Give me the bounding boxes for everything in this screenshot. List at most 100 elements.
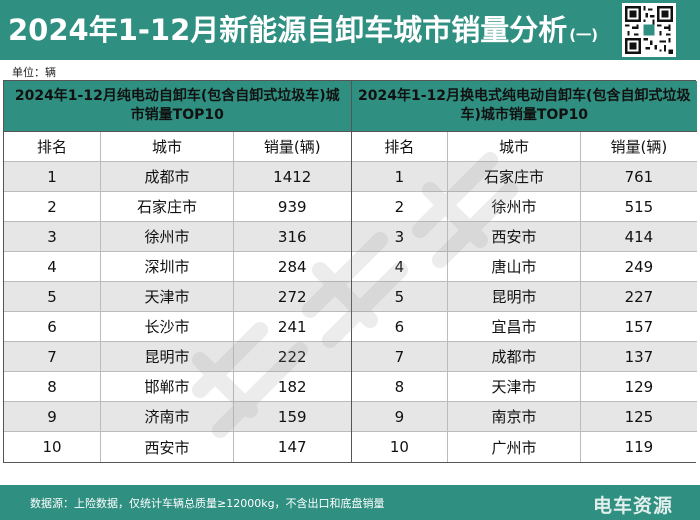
sales-cell: 129: [624, 377, 654, 396]
city-cell: 昆明市: [101, 342, 234, 371]
table-row: 10 广州市 119: [351, 432, 697, 462]
table-row: 6 长沙市 241: [4, 312, 351, 342]
city-cell: 广州市: [448, 432, 581, 462]
rank-cell: 9: [352, 402, 449, 431]
city-cell: 成都市: [101, 162, 234, 191]
city-cell: 天津市: [101, 282, 234, 311]
sales-cell: 241: [277, 317, 307, 336]
table-row: 2 徐州市 515: [351, 192, 697, 222]
sales-cell: 182: [277, 377, 307, 396]
city-cell: 深圳市: [101, 252, 234, 281]
sales-cell: 137: [624, 347, 654, 366]
header-banner: 2024年1-12月新能源自卸车城市销量分析 (一): [0, 0, 700, 60]
table-row: 1 成都市 1412: [4, 162, 351, 192]
sales-cell: 316: [277, 227, 307, 246]
table-row: 8 天津市 129: [351, 372, 697, 402]
rank-cell: 4: [352, 252, 449, 281]
rank-cell: 10: [4, 432, 101, 462]
rank-cell: 7: [4, 342, 101, 371]
table-row: 10 西安市 147: [4, 432, 351, 462]
column-header-rank: 排名: [352, 132, 449, 161]
rank-cell: 9: [4, 402, 101, 431]
table-header-row: 排名 城市 销量(辆): [351, 132, 697, 162]
table-row: 9 南京市 125: [351, 402, 697, 432]
rank-cell: 1: [4, 162, 101, 191]
table-title: 2024年1-12月纯电动自卸车(包含自卸式垃圾车)城市销量TOP10: [4, 81, 351, 132]
sales-cell: 119: [624, 438, 654, 456]
sales-cell: 159: [277, 407, 307, 426]
table-row: 3 西安市 414: [351, 222, 697, 252]
column-header-sales: 销量(辆): [610, 138, 668, 156]
table-row: 6 宜昌市 157: [351, 312, 697, 342]
city-cell: 天津市: [448, 372, 581, 401]
pure-electric-table: 2024年1-12月纯电动自卸车(包含自卸式垃圾车)城市销量TOP10 排名 城…: [4, 81, 351, 462]
rank-cell: 10: [352, 432, 449, 462]
table-row: 2 石家庄市 939: [4, 192, 351, 222]
column-header-city: 城市: [101, 132, 234, 161]
column-header-city: 城市: [448, 132, 581, 161]
table-row: 7 昆明市 222: [4, 342, 351, 372]
column-header-sales: 销量(辆): [263, 138, 321, 156]
sales-cell: 147: [277, 438, 307, 456]
table-title: 2024年1-12月换电式纯电动自卸车(包含自卸式垃圾车)城市销量TOP10: [351, 81, 697, 132]
city-cell: 南京市: [448, 402, 581, 431]
sales-cell: 1412: [273, 167, 312, 186]
battery-swap-table: 2024年1-12月换电式纯电动自卸车(包含自卸式垃圾车)城市销量TOP10 排…: [350, 81, 697, 462]
table-row: 4 深圳市 284: [4, 252, 351, 282]
data-source-note: 数据源：上险数据，仅统计车辆总质量≥12000kg，不含出口和底盘销量: [30, 497, 385, 510]
rank-cell: 6: [4, 312, 101, 341]
city-cell: 宜昌市: [448, 312, 581, 341]
qr-code-icon: [622, 3, 676, 57]
table-row: 5 昆明市 227: [351, 282, 697, 312]
sales-cell: 761: [624, 167, 654, 186]
rank-cell: 8: [352, 372, 449, 401]
sales-cell: 125: [624, 407, 654, 426]
city-cell: 石家庄市: [101, 192, 234, 221]
sales-cell: 414: [624, 227, 654, 246]
sales-cell: 157: [624, 317, 654, 336]
city-cell: 西安市: [448, 222, 581, 251]
rank-cell: 5: [4, 282, 101, 311]
table-row: 4 唐山市 249: [351, 252, 697, 282]
city-cell: 昆明市: [448, 282, 581, 311]
footer-bar: 数据源：上险数据，仅统计车辆总质量≥12000kg，不含出口和底盘销量 电车资源: [0, 485, 700, 520]
rank-cell: 1: [352, 162, 449, 191]
table-row: 1 石家庄市 761: [351, 162, 697, 192]
sales-cell: 284: [277, 257, 307, 276]
sales-cell: 222: [277, 347, 307, 366]
city-cell: 西安市: [101, 432, 234, 462]
rank-cell: 3: [4, 222, 101, 251]
table-row: 3 徐州市 316: [4, 222, 351, 252]
rank-cell: 3: [352, 222, 449, 251]
rank-cell: 2: [4, 192, 101, 221]
sales-tables: 2024年1-12月纯电动自卸车(包含自卸式垃圾车)城市销量TOP10 排名 城…: [3, 80, 697, 463]
table-row: 5 天津市 272: [4, 282, 351, 312]
table-header-row: 排名 城市 销量(辆): [4, 132, 351, 162]
city-cell: 邯郸市: [101, 372, 234, 401]
city-cell: 石家庄市: [448, 162, 581, 191]
city-cell: 徐州市: [448, 192, 581, 221]
rank-cell: 2: [352, 192, 449, 221]
city-cell: 成都市: [448, 342, 581, 371]
city-cell: 长沙市: [101, 312, 234, 341]
city-cell: 徐州市: [101, 222, 234, 251]
rank-cell: 7: [352, 342, 449, 371]
page-title: 2024年1-12月新能源自卸车城市销量分析 (一): [8, 13, 599, 47]
table-row: 9 济南市 159: [4, 402, 351, 432]
sales-cell: 515: [624, 197, 654, 216]
title-suffix: (一): [569, 26, 599, 44]
rank-cell: 8: [4, 372, 101, 401]
sales-cell: 939: [277, 197, 307, 216]
sales-cell: 227: [624, 287, 654, 306]
column-header-rank: 排名: [4, 132, 101, 161]
table-row: 7 成都市 137: [351, 342, 697, 372]
table-row: 8 邯郸市 182: [4, 372, 351, 402]
rank-cell: 4: [4, 252, 101, 281]
city-cell: 唐山市: [448, 252, 581, 281]
rank-cell: 6: [352, 312, 449, 341]
city-cell: 济南市: [101, 402, 234, 431]
sales-cell: 249: [624, 257, 654, 276]
unit-label: 单位：辆: [12, 66, 56, 79]
rank-cell: 5: [352, 282, 449, 311]
brand-logo: 电车资源: [593, 495, 674, 517]
